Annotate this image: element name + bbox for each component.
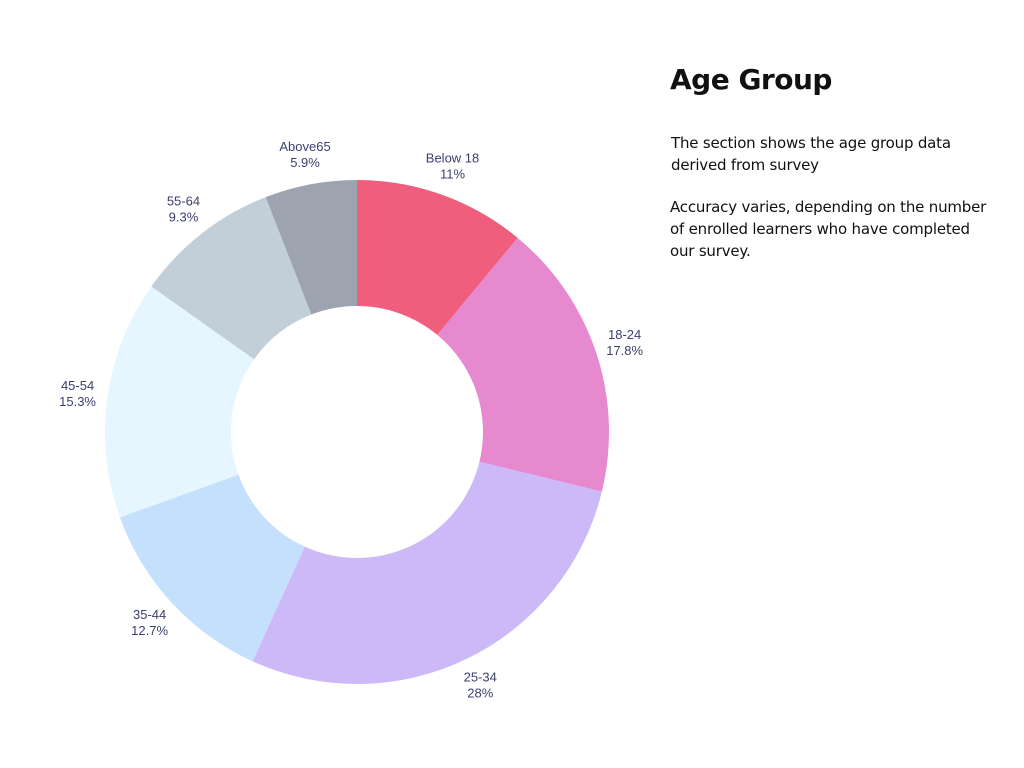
slice-label-below-18: Below 18 11% <box>426 151 479 182</box>
slice-45-54[interactable] <box>105 286 255 518</box>
slice-value-label: 12.7% <box>131 623 168 638</box>
slice-category-label: 55-64 <box>167 194 200 209</box>
slice-labels: Below 18 11% 18-24 17.8% 25-34 28% 35-44 12.7% 4… <box>59 139 643 701</box>
slice-category-label: 45-54 <box>61 378 94 393</box>
slice-18-24[interactable] <box>437 237 609 492</box>
slice-below-18[interactable] <box>357 180 518 335</box>
slice-label-18-24: 18-24 17.8% <box>606 327 643 358</box>
slice-label-35-44: 35-44 12.7% <box>131 607 168 638</box>
slice-value-label: 11% <box>440 167 465 182</box>
slice-category-label: 35-44 <box>133 607 166 622</box>
slice-value-label: 9.3% <box>169 210 199 225</box>
slice-25-34[interactable] <box>252 461 602 684</box>
slice-value-label: 17.8% <box>606 343 643 358</box>
slice-label-45-54: 45-54 15.3% <box>59 378 96 409</box>
slice-label-55-64: 55-64 9.3% <box>167 194 200 225</box>
slice-value-label: 5.9% <box>290 155 320 170</box>
slice-category-label: 25-34 <box>464 670 497 685</box>
slice-category-label: Above65 <box>279 139 330 154</box>
slice-value-label: 28% <box>467 686 493 701</box>
slice-category-label: 18-24 <box>608 327 641 342</box>
slice-55-64[interactable] <box>151 197 312 360</box>
panel-title: Age Group <box>670 63 832 96</box>
slice-35-44[interactable] <box>119 474 305 662</box>
info-panel: Age Group The section shows the age grou… <box>670 58 990 282</box>
age-group-donut-chart: Below 18 11% 18-24 17.8% 25-34 28% 35-44 12.7% 4… <box>59 139 643 701</box>
panel-note: Accuracy varies, depending on the number… <box>670 198 987 260</box>
donut-slices <box>105 180 609 684</box>
panel-description: The section shows the age group data der… <box>671 134 951 174</box>
slice-label-25-34: 25-34 28% <box>464 670 497 701</box>
slice-above65[interactable] <box>265 180 357 315</box>
slice-value-label: 15.3% <box>59 394 96 409</box>
slice-label-above65: Above65 5.9% <box>279 139 330 170</box>
slice-category-label: Below 18 <box>426 151 479 166</box>
